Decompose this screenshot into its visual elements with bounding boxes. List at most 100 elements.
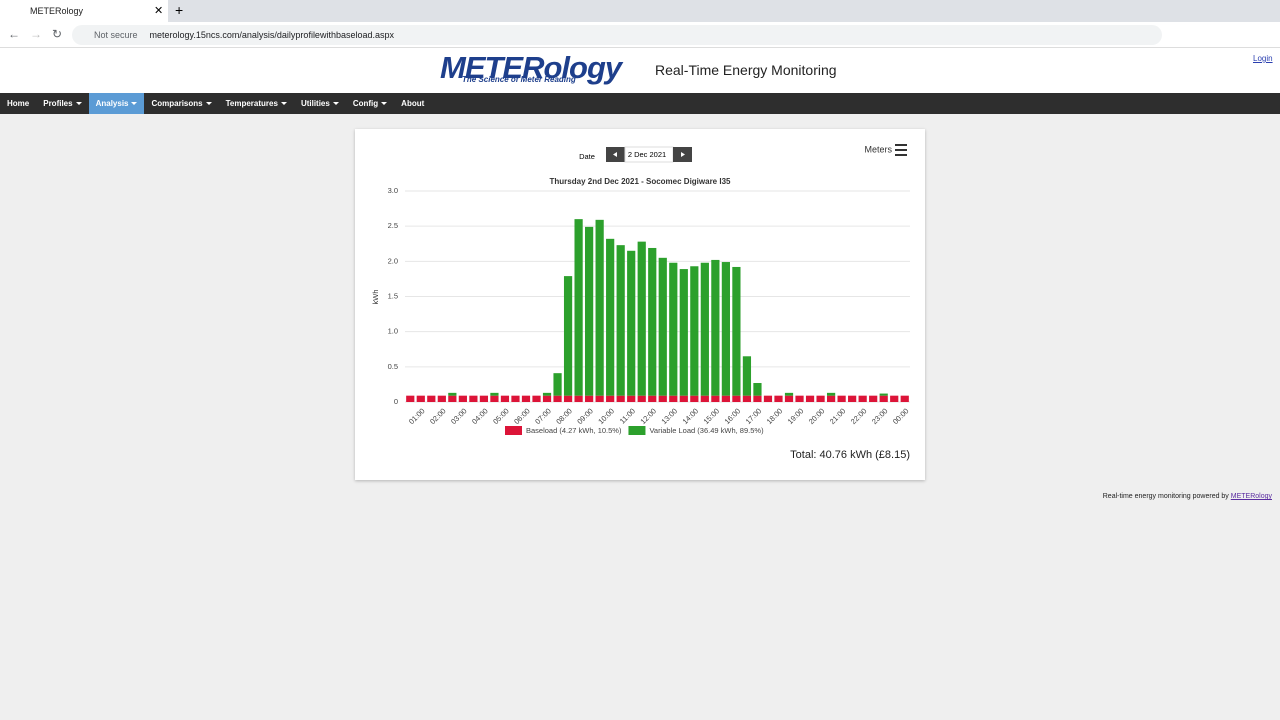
menu-icon[interactable] [895, 144, 907, 156]
meters[interactable]: Meters [864, 144, 892, 154]
reload[interactable]: ↻ [52, 27, 63, 41]
bar-segment [637, 395, 646, 402]
bar-segment [679, 395, 688, 402]
tab-close[interactable]: ✕ [154, 5, 164, 17]
bar-segment [437, 395, 446, 402]
bar-segment [711, 259, 720, 396]
x-tick-label: 13:00 [659, 406, 679, 426]
bar-segment [721, 395, 730, 402]
nav-item[interactable]: Utilities [294, 93, 346, 114]
y-tick-label: 2.0 [388, 256, 398, 265]
footer-text: Real-time energy monitoring powered by [1102, 493, 1229, 500]
bar-segment [627, 250, 636, 396]
bar-segment [563, 276, 573, 396]
x-tick-label: 11:00 [618, 406, 637, 425]
legend-label: Variable Load (36.49 kWh, 89.5%) [649, 426, 764, 435]
bar-segment [542, 392, 552, 396]
logo[interactable]: METERology [440, 50, 622, 85]
bar-segment [648, 247, 657, 396]
nav-item[interactable]: Temperatures [219, 93, 294, 114]
bar-segment [826, 395, 836, 402]
address-bar[interactable]: Not secure meterology.15ncs.com/analysis/… [72, 25, 1162, 45]
site-title: Real-Time Energy Monitoring [655, 62, 837, 78]
tagline: The Science of Meter Reading [462, 75, 576, 84]
bar-segment [595, 395, 604, 402]
x-tick-label: 02:00 [428, 406, 448, 426]
x-tick-label: 05:00 [491, 406, 511, 426]
prev-icon [613, 152, 617, 157]
forward[interactable]: → [30, 27, 42, 41]
bar-segment [553, 395, 562, 402]
bar-segment [721, 262, 730, 396]
bar-segment [490, 392, 499, 396]
x-tick-label: 17:00 [744, 406, 764, 426]
footer: Real-time energy monitoring powered by M… [1103, 493, 1272, 500]
y-tick-label: 2.5 [388, 221, 398, 230]
nav-item[interactable]: Analysis [88, 93, 145, 114]
nav-item[interactable]: Home [7, 99, 30, 108]
x-tick-label: 06:00 [512, 406, 532, 426]
bar-segment [711, 395, 720, 402]
bar-segment [648, 395, 657, 402]
bar-segment [658, 395, 667, 402]
nav: Home Profiles Analysis Comparisons Temperatu… [0, 93, 1280, 114]
back[interactable]: ← [8, 27, 20, 41]
bar-segment [700, 395, 709, 402]
bar-segment [669, 262, 678, 396]
legend-swatch [505, 426, 522, 435]
bar-segment [795, 395, 804, 402]
date-label: Date [579, 152, 595, 161]
bar-segment [637, 241, 646, 396]
bar-segment [763, 395, 773, 402]
bar-segment [784, 392, 794, 396]
x-tick-label: 15:00 [702, 406, 722, 426]
bar-segment [753, 383, 762, 396]
bar-segment [469, 395, 478, 402]
bar-segment [658, 257, 667, 396]
security: Not secure [94, 30, 138, 40]
footer-link[interactable]: METERology [1230, 493, 1272, 500]
new-tab[interactable]: + [175, 2, 184, 18]
url: meterology.15ncs.com/analysis/dailyprofi… [149, 30, 394, 40]
bar-segment [542, 395, 552, 402]
nav-item[interactable]: Config [346, 93, 394, 114]
x-tick-label: 08:00 [554, 406, 574, 426]
bar-segment [606, 238, 615, 396]
x-tick-label: 10:00 [596, 406, 616, 426]
y-tick-label: 1.0 [388, 327, 398, 336]
x-tick-label: 01:00 [407, 406, 427, 426]
legend-swatch [628, 426, 646, 435]
login[interactable]: Login [1253, 54, 1273, 63]
x-tick-label: 18:00 [765, 406, 785, 426]
x-tick-label: 21:00 [828, 406, 848, 426]
bar-segment [669, 395, 678, 402]
bar-segment [595, 219, 604, 396]
bar-segment [753, 395, 762, 402]
total: Total: 40.76 kWh (£8.15) [790, 449, 910, 461]
x-tick-label: 03:00 [449, 406, 469, 426]
nav-item[interactable]: About [401, 99, 425, 108]
bar-segment [700, 262, 709, 396]
nav-item[interactable]: Comparisons [144, 93, 218, 114]
bar-segment [606, 395, 615, 402]
bar-segment [458, 395, 467, 402]
bar-segment [816, 395, 825, 402]
bar-segment [879, 395, 888, 402]
panel: Date 2 Dec 2021 Meters Thursday 2nd Dec … [355, 129, 925, 480]
bar-segment [805, 395, 815, 402]
bar-segment [732, 395, 741, 402]
x-tick-label: 12:00 [638, 406, 658, 426]
bar-segment [490, 395, 499, 402]
x-tick-label: 07:00 [533, 406, 553, 426]
bar-segment [500, 395, 510, 402]
tab[interactable]: METERology [0, 0, 168, 22]
bar-segment [616, 245, 625, 396]
bar-segment [585, 395, 594, 402]
x-tick-label: 04:00 [470, 406, 490, 426]
bar-segment [563, 395, 573, 402]
bar-segment [858, 395, 867, 402]
bar-segment [690, 395, 699, 402]
nav-item[interactable]: Profiles [36, 93, 88, 114]
bar-segment [627, 395, 636, 402]
